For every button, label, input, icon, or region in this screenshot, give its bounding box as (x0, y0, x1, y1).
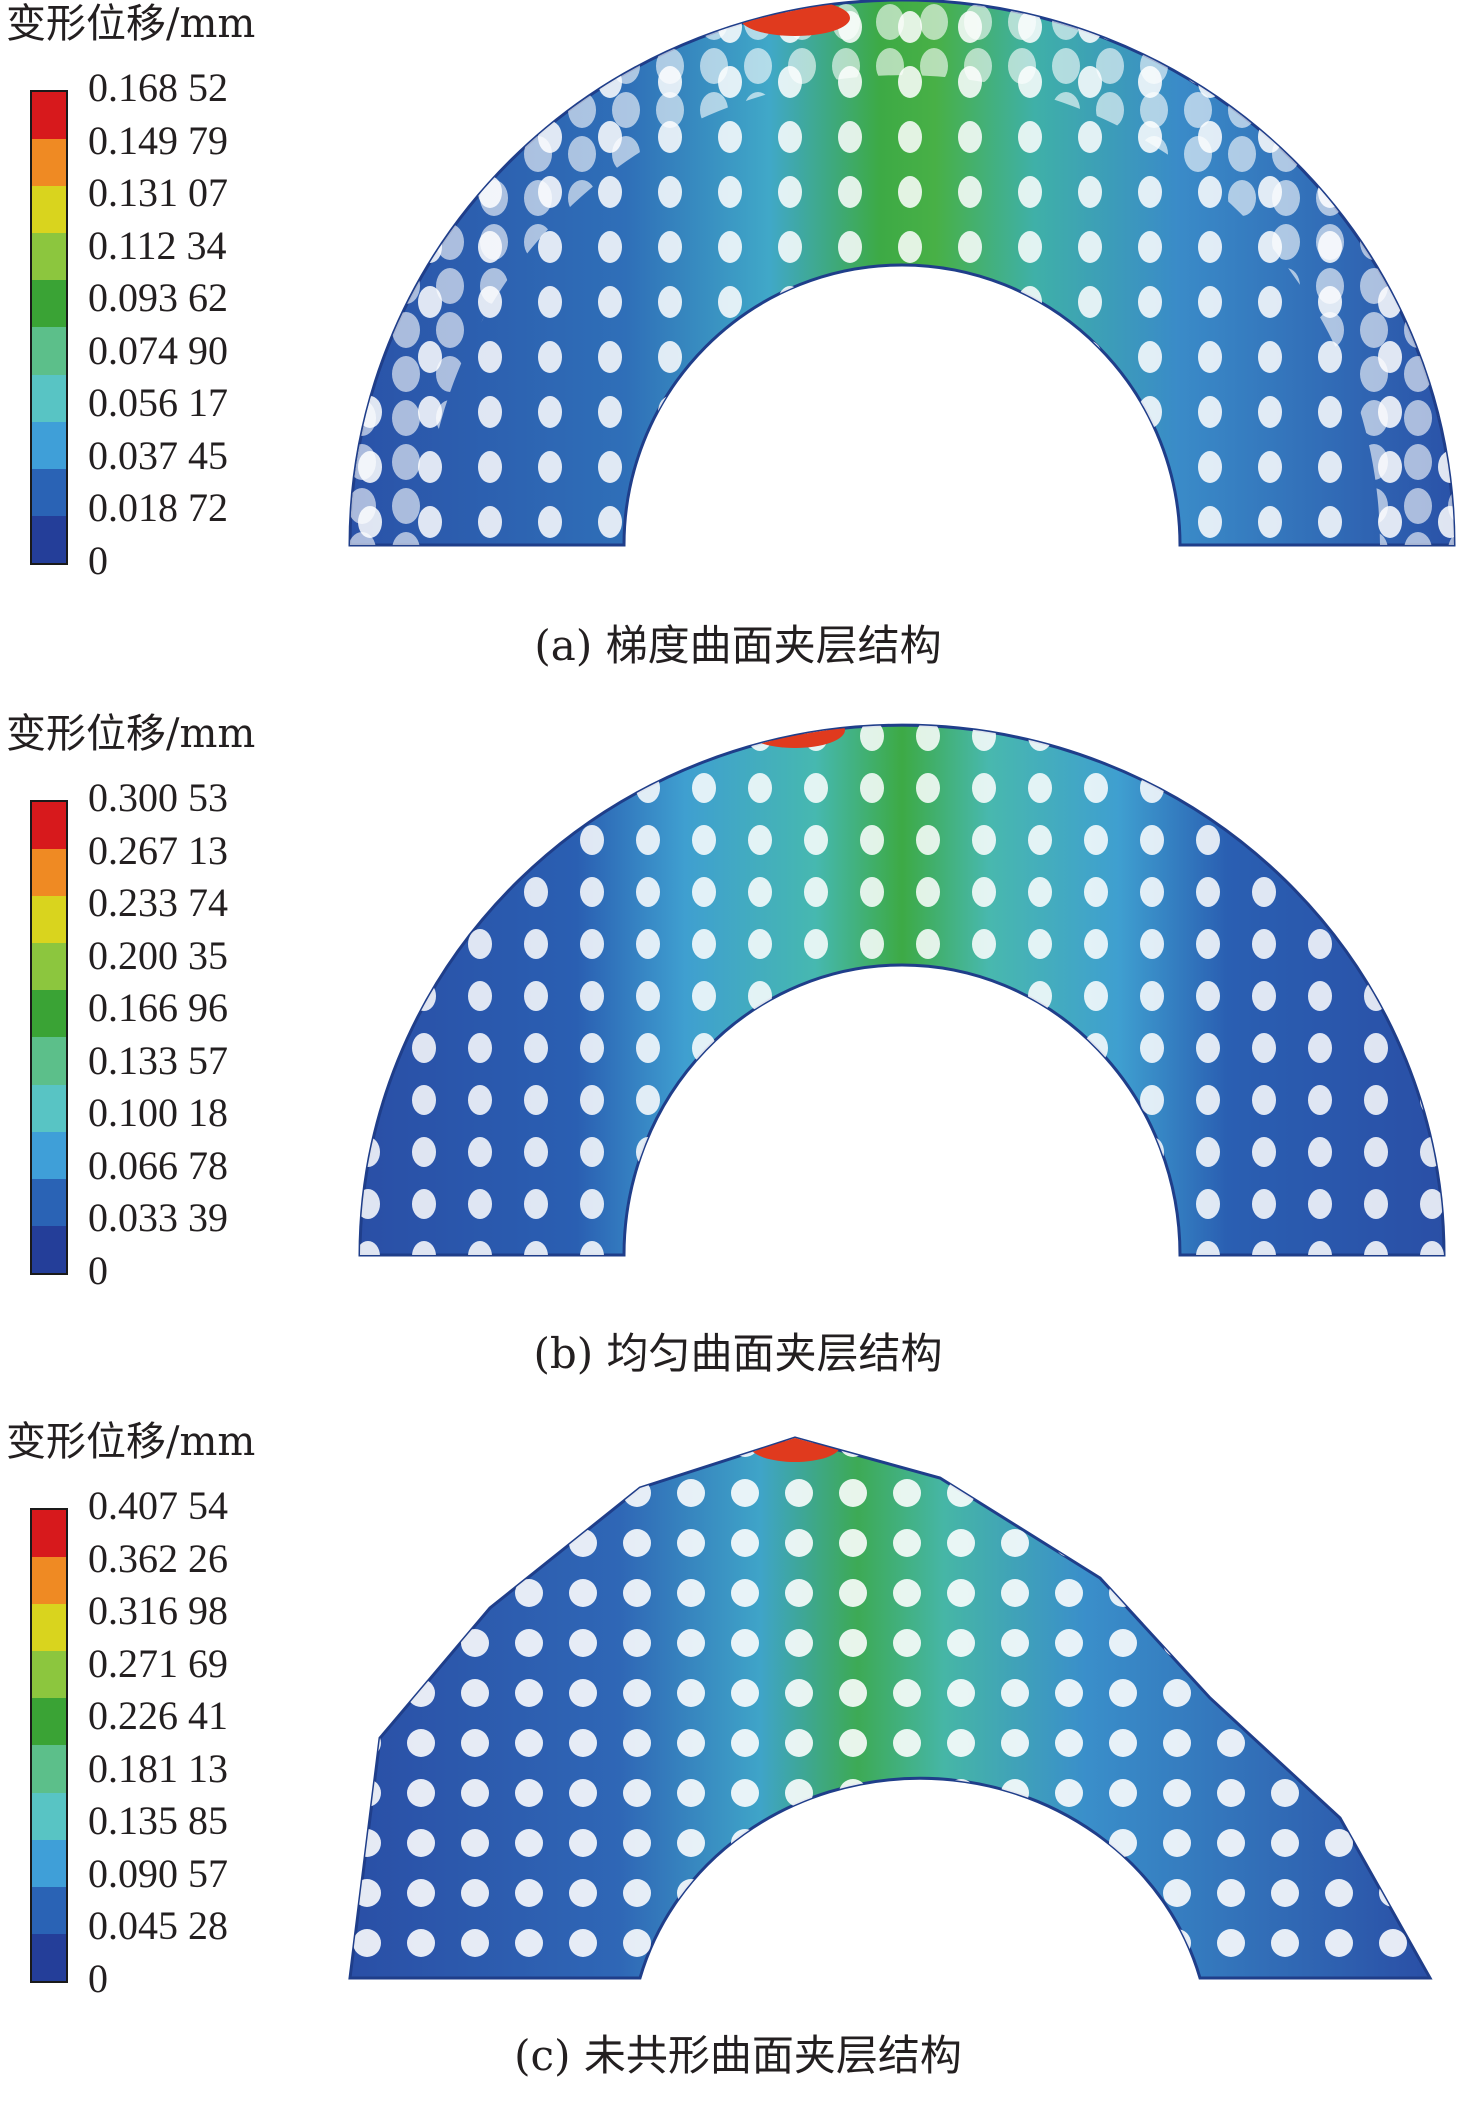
legend-value: 0 (88, 1247, 108, 1293)
legend-value: 0.056 17 (88, 380, 228, 425)
legend-swatch (32, 1698, 66, 1746)
deformation-contour-model (358, 723, 1446, 1257)
caption-a: (a) 梯度曲面夹层结构 (534, 621, 942, 670)
legend-value: 0.100 18 (88, 1090, 228, 1135)
legend-swatch (32, 1792, 66, 1840)
legend-swatch (32, 943, 66, 991)
legend-swatch (32, 849, 66, 897)
legend-swatch (32, 1604, 66, 1652)
legend-swatch (32, 421, 66, 469)
color-legend-bar (30, 90, 68, 565)
legend-title: 变形位移/mm (6, 1, 256, 47)
legend-swatch (32, 468, 66, 516)
deformation-contour-model (348, 1436, 1433, 1980)
legend-value: 0.233 74 (88, 880, 228, 925)
legend-swatch (32, 1037, 66, 1085)
legend-swatch (32, 990, 66, 1038)
caption-b: (b) 均匀曲面夹层结构 (533, 1329, 943, 1378)
legend-swatch (32, 1933, 66, 1981)
legend-swatch (32, 1557, 66, 1605)
legend-value: 0.300 53 (88, 775, 228, 820)
panel-a: 变形位移/mm 0.168 52 0.149 79 0.131 07 0.112… (0, 0, 1476, 700)
legend-value: 0.090 57 (88, 1850, 228, 1896)
legend-swatch (32, 233, 66, 281)
legend-value: 0.045 28 (88, 1903, 228, 1948)
legend-swatch (32, 186, 66, 234)
legend-value: 0.133 57 (88, 1037, 228, 1083)
legend-value: 0.018 72 (88, 485, 228, 530)
legend-swatch (32, 1084, 66, 1132)
legend-value: 0 (88, 1955, 108, 2001)
legend-value: 0.181 13 (88, 1745, 228, 1791)
legend-swatch (32, 1745, 66, 1793)
legend-swatch (32, 802, 66, 850)
legend-value: 0.066 78 (88, 1142, 228, 1188)
legend-value: 0.074 90 (88, 327, 228, 373)
legend-value: 0.226 41 (88, 1693, 228, 1738)
color-legend-bar (30, 800, 68, 1275)
legend-swatch (32, 139, 66, 187)
legend-value: 0.267 13 (88, 827, 228, 873)
legend-value: 0.200 35 (88, 932, 228, 978)
legend-swatch (32, 374, 66, 422)
legend-swatch (32, 1131, 66, 1179)
legend-swatch (32, 92, 66, 140)
legend-swatch (32, 1178, 66, 1226)
panel-c: 变形位移/mm 0.407 54 0.362 26 0.316 98 0.271… (0, 1418, 1476, 2118)
legend-value: 0.168 52 (88, 65, 228, 110)
legend-swatch (32, 327, 66, 375)
legend-value: 0.037 45 (88, 432, 228, 478)
caption-c: (c) 未共形曲面夹层结构 (514, 2031, 962, 2080)
panel-b: 变形位移/mm 0.300 53 0.267 13 0.233 74 0.200… (0, 710, 1476, 1410)
legend-swatch (32, 1510, 66, 1558)
legend-swatch (32, 515, 66, 563)
legend-swatch (32, 1225, 66, 1273)
legend-value: 0.407 54 (88, 1483, 228, 1528)
legend-value: 0.149 79 (88, 117, 228, 163)
color-legend-bar (30, 1508, 68, 1983)
legend-title: 变形位移/mm (6, 1419, 256, 1465)
legend-swatch (32, 1651, 66, 1699)
deformation-contour-model (348, 0, 1456, 547)
legend-value: 0.135 85 (88, 1798, 228, 1843)
legend-value: 0.112 34 (88, 222, 227, 268)
legend-value: 0.271 69 (88, 1640, 228, 1686)
legend-swatch (32, 280, 66, 328)
legend-value: 0.166 96 (88, 985, 228, 1030)
legend-value: 0.316 98 (88, 1588, 228, 1633)
legend-value: 0.033 39 (88, 1195, 228, 1240)
legend-title: 变形位移/mm (6, 711, 256, 757)
legend-value: 0 (88, 537, 108, 583)
legend-value: 0.362 26 (88, 1535, 228, 1581)
legend-swatch (32, 1839, 66, 1887)
legend-swatch (32, 1886, 66, 1934)
legend-swatch (32, 896, 66, 944)
legend-value: 0.131 07 (88, 170, 228, 215)
legend-value: 0.093 62 (88, 275, 228, 320)
